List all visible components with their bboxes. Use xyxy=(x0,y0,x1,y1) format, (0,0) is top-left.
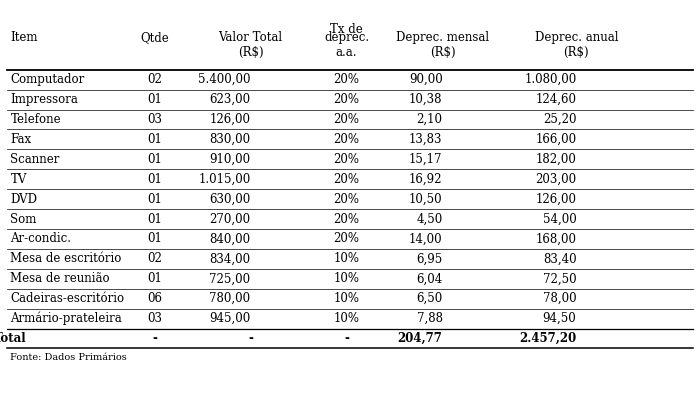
Text: 780,00: 780,00 xyxy=(209,292,251,305)
Text: Total: Total xyxy=(0,332,27,345)
Text: 1.015,00: 1.015,00 xyxy=(198,173,251,186)
Text: Telefone: Telefone xyxy=(10,113,61,126)
Text: 945,00: 945,00 xyxy=(209,312,251,325)
Text: -: - xyxy=(152,332,157,345)
Text: 2,10: 2,10 xyxy=(416,113,442,126)
Text: 126,00: 126,00 xyxy=(209,113,251,126)
Text: Fax: Fax xyxy=(10,133,32,146)
Text: 840,00: 840,00 xyxy=(209,233,251,245)
Text: Deprec. mensal
(R$): Deprec. mensal (R$) xyxy=(396,31,489,59)
Text: 10,38: 10,38 xyxy=(409,93,442,106)
Text: 20%: 20% xyxy=(334,133,360,146)
Text: 20%: 20% xyxy=(334,193,360,206)
Text: 03: 03 xyxy=(147,113,162,126)
Text: 20%: 20% xyxy=(334,173,360,186)
Text: 54,00: 54,00 xyxy=(542,213,576,226)
Text: 270,00: 270,00 xyxy=(209,213,251,226)
Text: 630,00: 630,00 xyxy=(209,193,251,206)
Text: 20%: 20% xyxy=(334,153,360,166)
Text: 20%: 20% xyxy=(334,93,360,106)
Text: Armário-prateleira: Armário-prateleira xyxy=(10,312,122,325)
Text: 02: 02 xyxy=(147,252,162,265)
Text: 204,77: 204,77 xyxy=(398,332,442,345)
Text: 72,50: 72,50 xyxy=(542,272,576,285)
Text: 10%: 10% xyxy=(334,312,360,325)
Text: 14,00: 14,00 xyxy=(409,233,442,245)
Text: Scanner: Scanner xyxy=(10,153,60,166)
Text: 20%: 20% xyxy=(334,73,360,86)
Text: DVD: DVD xyxy=(10,193,37,206)
Text: 83,40: 83,40 xyxy=(542,252,576,265)
Text: 166,00: 166,00 xyxy=(536,133,576,146)
Text: 830,00: 830,00 xyxy=(209,133,251,146)
Text: -: - xyxy=(344,332,349,345)
Text: Fonte: Dados Primários: Fonte: Dados Primários xyxy=(10,353,127,362)
Text: 124,60: 124,60 xyxy=(536,93,576,106)
Text: 168,00: 168,00 xyxy=(536,233,576,245)
Text: 10,50: 10,50 xyxy=(409,193,442,206)
Text: Valor Total
(R$): Valor Total (R$) xyxy=(218,31,283,59)
Text: 6,50: 6,50 xyxy=(416,292,442,305)
Text: 1.080,00: 1.080,00 xyxy=(524,73,576,86)
Text: 01: 01 xyxy=(147,193,162,206)
Text: 01: 01 xyxy=(147,173,162,186)
Text: deprec.
a.a.: deprec. a.a. xyxy=(324,31,369,59)
Text: 126,00: 126,00 xyxy=(536,193,576,206)
Text: 94,50: 94,50 xyxy=(542,312,576,325)
Text: 182,00: 182,00 xyxy=(536,153,576,166)
Text: 10%: 10% xyxy=(334,272,360,285)
Text: 6,04: 6,04 xyxy=(416,272,442,285)
Text: Impressora: Impressora xyxy=(10,93,78,106)
Text: 06: 06 xyxy=(147,292,162,305)
Text: Tx de: Tx de xyxy=(330,23,363,36)
Text: 10%: 10% xyxy=(334,252,360,265)
Text: 725,00: 725,00 xyxy=(209,272,251,285)
Text: -: - xyxy=(248,332,253,345)
Text: 2.457,20: 2.457,20 xyxy=(519,332,576,345)
Text: Cadeiras-escritório: Cadeiras-escritório xyxy=(10,292,125,305)
Text: 623,00: 623,00 xyxy=(209,93,251,106)
Text: 90,00: 90,00 xyxy=(409,73,442,86)
Text: 78,00: 78,00 xyxy=(542,292,576,305)
Text: 10%: 10% xyxy=(334,292,360,305)
Text: 25,20: 25,20 xyxy=(543,113,576,126)
Text: 15,17: 15,17 xyxy=(409,153,442,166)
Text: Mesa de reunião: Mesa de reunião xyxy=(10,272,110,285)
Text: 01: 01 xyxy=(147,93,162,106)
Text: TV: TV xyxy=(10,173,27,186)
Text: Computador: Computador xyxy=(10,73,85,86)
Text: 01: 01 xyxy=(147,213,162,226)
Text: 01: 01 xyxy=(147,233,162,245)
Text: 834,00: 834,00 xyxy=(209,252,251,265)
Text: Deprec. anual
(R$): Deprec. anual (R$) xyxy=(535,31,618,59)
Text: 20%: 20% xyxy=(334,213,360,226)
Text: Qtde: Qtde xyxy=(140,31,169,44)
Text: 4,50: 4,50 xyxy=(416,213,442,226)
Text: 6,95: 6,95 xyxy=(416,252,442,265)
Text: 01: 01 xyxy=(147,133,162,146)
Text: Som: Som xyxy=(10,213,37,226)
Text: Mesa de escritório: Mesa de escritório xyxy=(10,252,122,265)
Text: 7,88: 7,88 xyxy=(416,312,442,325)
Text: 910,00: 910,00 xyxy=(209,153,251,166)
Text: 02: 02 xyxy=(147,73,162,86)
Text: Ar-condic.: Ar-condic. xyxy=(10,233,71,245)
Text: 16,92: 16,92 xyxy=(409,173,442,186)
Text: 5.400,00: 5.400,00 xyxy=(198,73,251,86)
Text: 03: 03 xyxy=(147,312,162,325)
Text: 01: 01 xyxy=(147,153,162,166)
Text: 13,83: 13,83 xyxy=(409,133,442,146)
Text: Item: Item xyxy=(10,31,38,44)
Text: 20%: 20% xyxy=(334,113,360,126)
Text: 01: 01 xyxy=(147,272,162,285)
Text: 20%: 20% xyxy=(334,233,360,245)
Text: 203,00: 203,00 xyxy=(536,173,576,186)
